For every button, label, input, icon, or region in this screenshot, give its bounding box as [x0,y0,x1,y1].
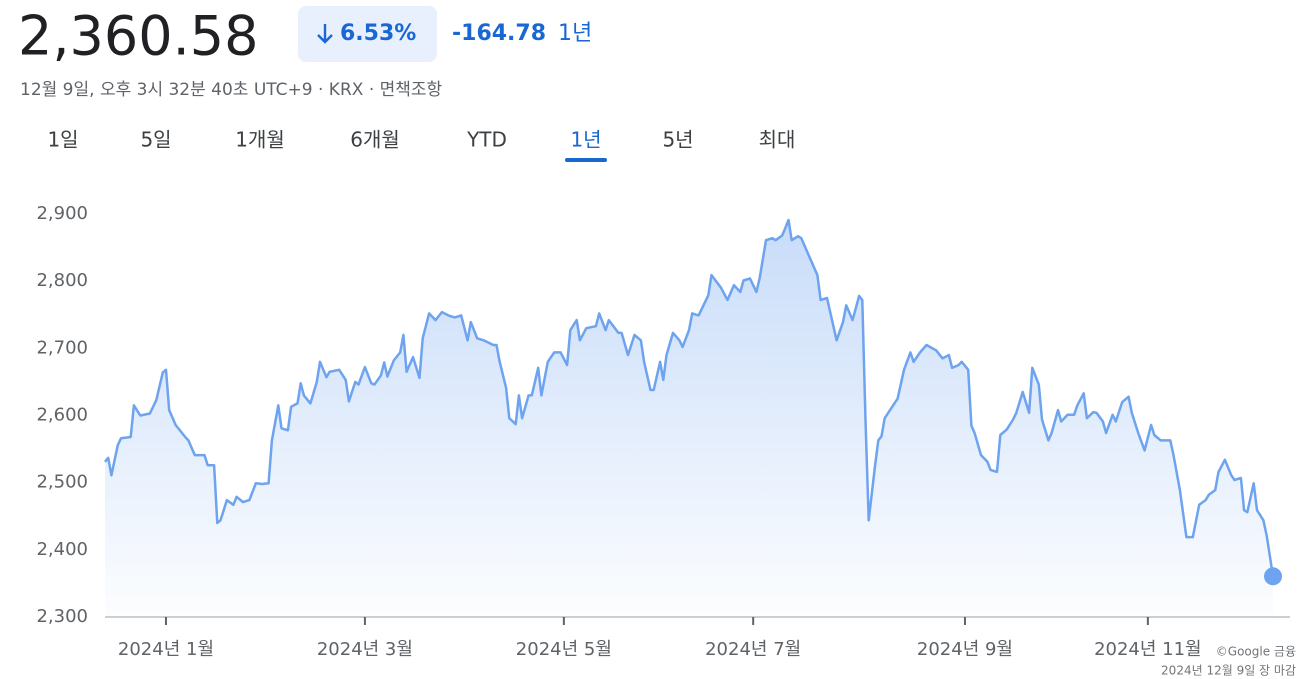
close-note: 2024년 12월 9일 장 마감 [1161,664,1296,678]
y-tick-label: 2,400 [36,539,88,560]
y-tick-label: 2,300 [36,606,88,627]
timestamp: 12월 9일, 오후 3시 32분 40초 UTC+9 · KRX · 면책조항 [20,80,443,100]
y-tick-label: 2,900 [36,203,88,224]
range-tab[interactable]: 1일 [47,128,78,152]
range-tab[interactable]: 1년 [570,128,601,152]
x-tick-label: 2024년 11월 [1094,639,1202,660]
y-tick-label: 2,700 [36,337,88,358]
range-tab[interactable]: YTD [466,128,507,152]
range-tab[interactable]: 최대 [759,128,796,152]
price: 2,360.58 [18,5,258,68]
x-tick-label: 2024년 3월 [317,639,413,660]
x-tick-label: 2024년 1월 [118,639,214,660]
down-arrow-icon [317,24,333,44]
change-period: 1년 [558,21,592,46]
last-point [1264,567,1282,586]
chart: 2,300 2,400 2,500 2,600 2,700 2,800 2,900 2024년… [36,203,1290,660]
tab-indicator [565,158,607,162]
y-tick-label: 2,600 [36,405,88,426]
range-tab[interactable]: 5년 [662,128,693,152]
range-tabs: 1일 5일 1개월 6개월 YTD 1년 5년 최대 [47,128,796,162]
x-tick-label: 2024년 9월 [917,639,1013,660]
range-tab[interactable]: 1개월 [235,128,285,152]
price-line [104,218,1275,577]
change-percent: 6.53% [340,21,416,46]
change-pill [298,6,437,62]
x-tick-label: 2024년 7월 [705,639,801,660]
source: ©Google 금융 [1216,645,1296,659]
y-tick-label: 2,500 [36,472,88,493]
x-tick-label: 2024년 5월 [516,639,612,660]
range-tab[interactable]: 5일 [140,128,171,152]
y-tick-label: 2,800 [36,270,88,291]
range-tab[interactable]: 6개월 [350,128,400,152]
change-value: -164.78 [452,21,546,46]
area-fill [105,220,1273,617]
